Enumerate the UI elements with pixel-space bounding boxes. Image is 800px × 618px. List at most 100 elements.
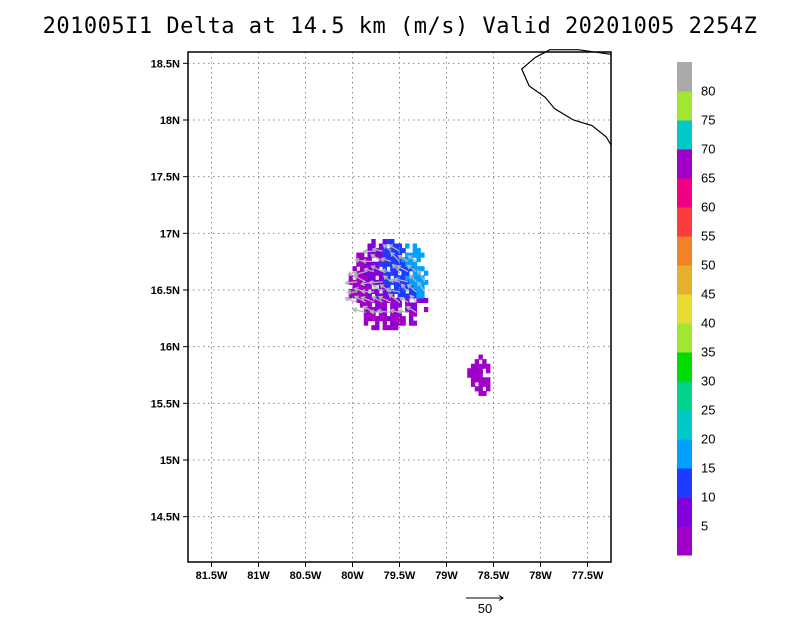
data-cell (371, 275, 376, 281)
x-tick-label: 81W (247, 570, 270, 582)
data-cell (474, 372, 480, 378)
data-cell (378, 257, 384, 263)
data-cell (405, 270, 410, 276)
data-cell (412, 248, 418, 254)
x-tick-label: 81.5W (196, 570, 228, 582)
data-cell (356, 261, 361, 267)
axis-ticks: 81.5W 81W 80.5W 80W 79.5W 79W 78.5W 78W 77.5W 14.… (151, 58, 604, 582)
data-cell (482, 363, 487, 369)
data-cell (390, 316, 395, 322)
x-tick-label: 78W (529, 570, 552, 582)
data-cell (405, 307, 410, 313)
data-cell (375, 325, 380, 331)
colorbar-label: 60 (701, 200, 715, 215)
data-cell (363, 311, 369, 317)
data-cell (420, 288, 425, 294)
wind-vector-head (380, 256, 386, 262)
data-cell (393, 320, 399, 326)
colorbar-label: 35 (701, 345, 715, 360)
colorbar-swatch (677, 236, 692, 266)
data-cell (386, 325, 391, 331)
data-cell (478, 381, 483, 387)
wind-vector (372, 248, 383, 252)
data-cell (363, 279, 369, 285)
data-cell (386, 275, 391, 281)
data-cell (416, 297, 421, 303)
wind-vector (390, 309, 400, 314)
wind-vector-head (362, 305, 368, 311)
colorbar: 5 10 15 20 25 30 35 40 45 50 55 60 65 70 75 80 (677, 62, 715, 556)
colorbar-swatch (677, 120, 692, 150)
y-tick-label: 16.5N (151, 285, 180, 297)
wind-vector-head (353, 295, 359, 301)
data-cell (408, 261, 414, 267)
wind-vector (345, 281, 358, 284)
wind-vector (392, 264, 400, 273)
data-cell (470, 372, 476, 378)
x-tick-label: 78.5W (478, 570, 510, 582)
data-cell (390, 239, 395, 245)
data-cell (408, 302, 414, 308)
x-tick-label: 80.5W (290, 570, 322, 582)
data-cell (412, 252, 418, 258)
wind-vector (354, 295, 367, 303)
wind-vector-head (372, 284, 378, 290)
colorbar-label: 80 (701, 84, 715, 99)
wind-vector-head (385, 287, 391, 293)
data-cell (412, 243, 418, 249)
data-cell (393, 243, 399, 249)
data-cell (371, 297, 376, 303)
data-cell (397, 311, 402, 317)
data-cell (390, 266, 395, 272)
data-cell (360, 293, 365, 299)
coastline-north (534, 49, 612, 59)
data-cell (405, 279, 410, 285)
data-cell (378, 316, 384, 322)
data-cell (382, 307, 387, 313)
wind-vector (373, 284, 383, 293)
wind-vector-head (406, 264, 412, 270)
data-cell (386, 252, 391, 258)
data-cell (393, 248, 399, 254)
data-cell (378, 261, 384, 267)
data-cell (393, 261, 399, 267)
y-tick-label: 18N (160, 115, 180, 127)
wind-vector (417, 270, 426, 283)
data-cell (367, 275, 372, 281)
data-cell (416, 252, 421, 258)
data-cell (401, 261, 406, 267)
data-cell (420, 297, 425, 303)
data-cell (486, 381, 491, 387)
data-cell (382, 325, 387, 331)
data-cell (401, 248, 406, 254)
wind-vector (371, 265, 383, 273)
data-cell (478, 368, 483, 374)
colorbar-label: 10 (701, 490, 715, 505)
data-cell (356, 279, 361, 285)
wind-vector (364, 268, 375, 273)
data-cell (393, 307, 399, 313)
colorbar-swatch (677, 323, 692, 353)
wind-vector-head (398, 296, 405, 302)
data-cell (382, 288, 387, 294)
data-cell (382, 284, 387, 290)
data-cell (360, 261, 365, 267)
data-cell (423, 270, 429, 276)
data-cell (348, 288, 354, 294)
wind-vector-head (371, 247, 377, 253)
data-cell (382, 311, 387, 317)
wind-vector (383, 244, 392, 252)
data-cell (401, 279, 406, 285)
data-cell (397, 316, 402, 322)
wind-vector-head (389, 308, 395, 314)
data-cell (382, 252, 387, 258)
data-cell (420, 266, 425, 272)
wind-vector-head (400, 283, 406, 289)
data-cell (367, 270, 372, 276)
data-cell (412, 279, 418, 285)
wind-vector-head (346, 289, 352, 295)
colorbar-label: 70 (701, 142, 715, 157)
colorbar-swatch (677, 265, 692, 295)
data-cell (478, 363, 483, 369)
wind-vector (378, 296, 392, 303)
